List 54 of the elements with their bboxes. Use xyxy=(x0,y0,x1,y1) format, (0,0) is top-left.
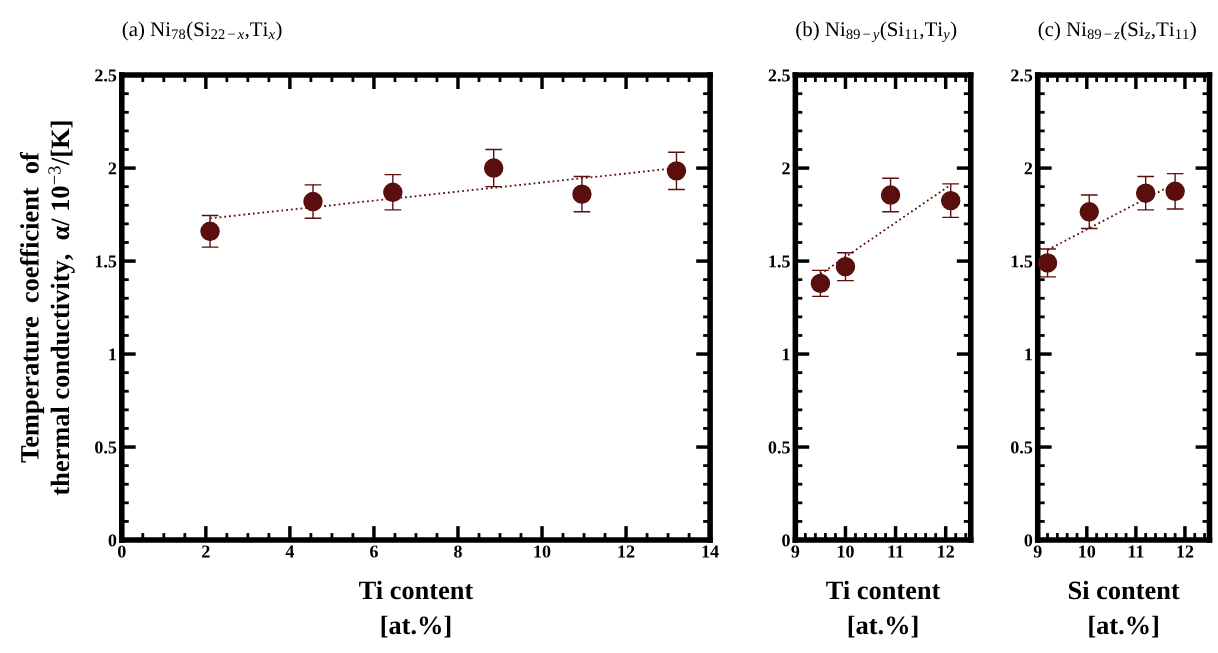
x-tick-label: 11 xyxy=(888,545,904,558)
y-tick-label: 0 xyxy=(1024,534,1033,547)
x-tick-label: 4 xyxy=(285,545,295,558)
y-tick-label: 1 xyxy=(109,348,117,361)
point xyxy=(1135,183,1156,203)
x-tick-label: 10 xyxy=(837,545,854,558)
point xyxy=(572,184,592,204)
x-tick-label: 10 xyxy=(1079,545,1096,558)
y-tick-label: 0 xyxy=(108,534,117,547)
point xyxy=(1165,181,1185,202)
y-tick-label: 0 xyxy=(782,534,790,547)
y-tick-label: 1.5 xyxy=(769,255,790,268)
x-axis-title: Ti content [at.%] xyxy=(826,580,941,638)
x-tick-label: 14 xyxy=(702,545,719,558)
y-tick-label: 0.5 xyxy=(1010,441,1033,454)
x-tick-label: 6 xyxy=(370,545,378,558)
point xyxy=(940,190,961,211)
y-tick-label: 1.5 xyxy=(95,255,117,268)
point xyxy=(383,182,403,202)
point xyxy=(835,256,856,277)
x-tick-label: 0 xyxy=(117,545,126,558)
x-tick-label: 2 xyxy=(202,545,210,558)
y-tick-label: 2 xyxy=(782,162,790,175)
x-axis-title: Ti content [at.%] xyxy=(359,580,474,638)
x-tick-label: 12 xyxy=(938,545,954,558)
chart-title: (b) Ni$_{89−y}$(Si$_{11}$,Ti$_{y}$) xyxy=(796,21,957,43)
y-axis-title: Temperature coefficient of thermal conductivity, α/ 10$^{−3}$/[K] xyxy=(19,121,75,496)
x-axis-title: Si content [at.%] xyxy=(1068,580,1180,638)
x-tick-label: 9 xyxy=(791,545,800,558)
y-tick-label: 1 xyxy=(782,348,790,361)
chart-title: (c) Ni$_{89−z}$(Si$_{z}$,Ti$_{11}$) xyxy=(1038,21,1196,41)
point xyxy=(200,221,220,242)
y-tick-label: 2.5 xyxy=(1011,69,1033,82)
x-tick-label: 12 xyxy=(1177,545,1194,558)
x-tick-label: 9 xyxy=(1033,545,1042,558)
chart-title: (a) Ni$_{78}$(Si$_{22−x}$,Ti$_{x}$) xyxy=(122,21,282,41)
x-tick-label: 12 xyxy=(618,545,635,558)
x-tick-label: 10 xyxy=(534,545,551,558)
y-tick-label: 1 xyxy=(1025,348,1032,361)
point xyxy=(666,161,687,181)
x-tick-label: 8 xyxy=(454,545,462,558)
point xyxy=(1037,253,1058,273)
point xyxy=(303,191,323,212)
y-tick-label: 2.5 xyxy=(95,69,117,82)
y-tick-label: 2 xyxy=(1024,162,1033,175)
y-tick-label: 1.5 xyxy=(1011,255,1033,268)
point xyxy=(880,185,901,205)
y-tick-label: 2 xyxy=(108,162,117,175)
y-tick-label: 0.5 xyxy=(95,441,117,454)
point xyxy=(1079,202,1099,222)
point xyxy=(483,158,504,178)
y-tick-label: 0.5 xyxy=(768,441,790,454)
x-tick-label: 11 xyxy=(1128,545,1144,558)
y-tick-label: 2.5 xyxy=(768,69,790,82)
